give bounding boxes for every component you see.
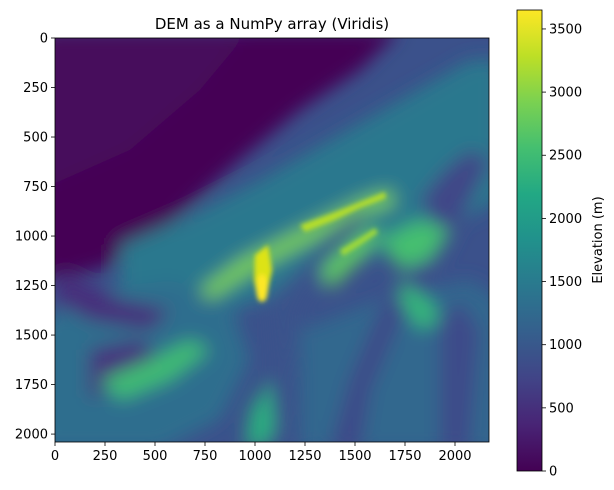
y-tick-label: 250 — [23, 81, 48, 96]
colorbar-label: Elevation (m) — [591, 196, 606, 283]
x-tick-label: 1750 — [388, 449, 421, 464]
colorbar-tick-label: 0 — [549, 465, 557, 480]
x-tick-label: 250 — [93, 449, 118, 464]
heatmap-image — [55, 38, 489, 442]
x-tick-label: 500 — [143, 449, 168, 464]
y-tick-label: 500 — [23, 131, 48, 146]
y-tick-label: 2000 — [15, 428, 48, 443]
x-tick-label: 1500 — [338, 449, 371, 464]
x-axis: 0 250 500 750 1000 1250 1500 1750 2000 — [51, 442, 472, 464]
y-tick-label: 1500 — [15, 329, 48, 344]
x-tick-label: 1250 — [288, 449, 321, 464]
colorbar-tick-label: 1500 — [549, 275, 582, 290]
y-tick-label: 0 — [40, 32, 48, 47]
colorbar-gradient — [517, 10, 542, 471]
x-tick-label: 1000 — [238, 449, 271, 464]
colorbar-tick-label: 1000 — [549, 338, 582, 353]
y-axis: 0 250 500 750 1000 1250 1500 1750 2000 — [15, 32, 55, 443]
x-tick-label: 750 — [193, 449, 218, 464]
y-tick-label: 750 — [23, 180, 48, 195]
colorbar-tick-label: 2000 — [549, 212, 582, 227]
peak-highlights — [254, 192, 386, 302]
colorbar-tick-label: 3000 — [549, 86, 582, 101]
y-tick-label: 1000 — [15, 230, 48, 245]
colorbar: 0 500 1000 1500 2000 2500 3000 3500 Elevation (… — [516, 9, 606, 480]
elevation-regions — [55, 38, 489, 442]
colorbar-frame — [516, 9, 543, 472]
x-tick-label: 0 — [51, 449, 59, 464]
x-tick-label: 2000 — [438, 449, 471, 464]
chart-title: DEM as a NumPy array (Viridis) — [155, 15, 389, 33]
colorbar-tick-label: 3500 — [549, 22, 582, 37]
colorbar-tick-label: 2500 — [549, 149, 582, 164]
colorbar-ticks: 0 500 1000 1500 2000 2500 3000 3500 — [542, 22, 582, 480]
y-tick-label: 1750 — [15, 378, 48, 393]
y-tick-label: 1250 — [15, 279, 48, 294]
plot-frame — [54, 37, 490, 443]
colorbar-tick-label: 500 — [549, 401, 574, 416]
